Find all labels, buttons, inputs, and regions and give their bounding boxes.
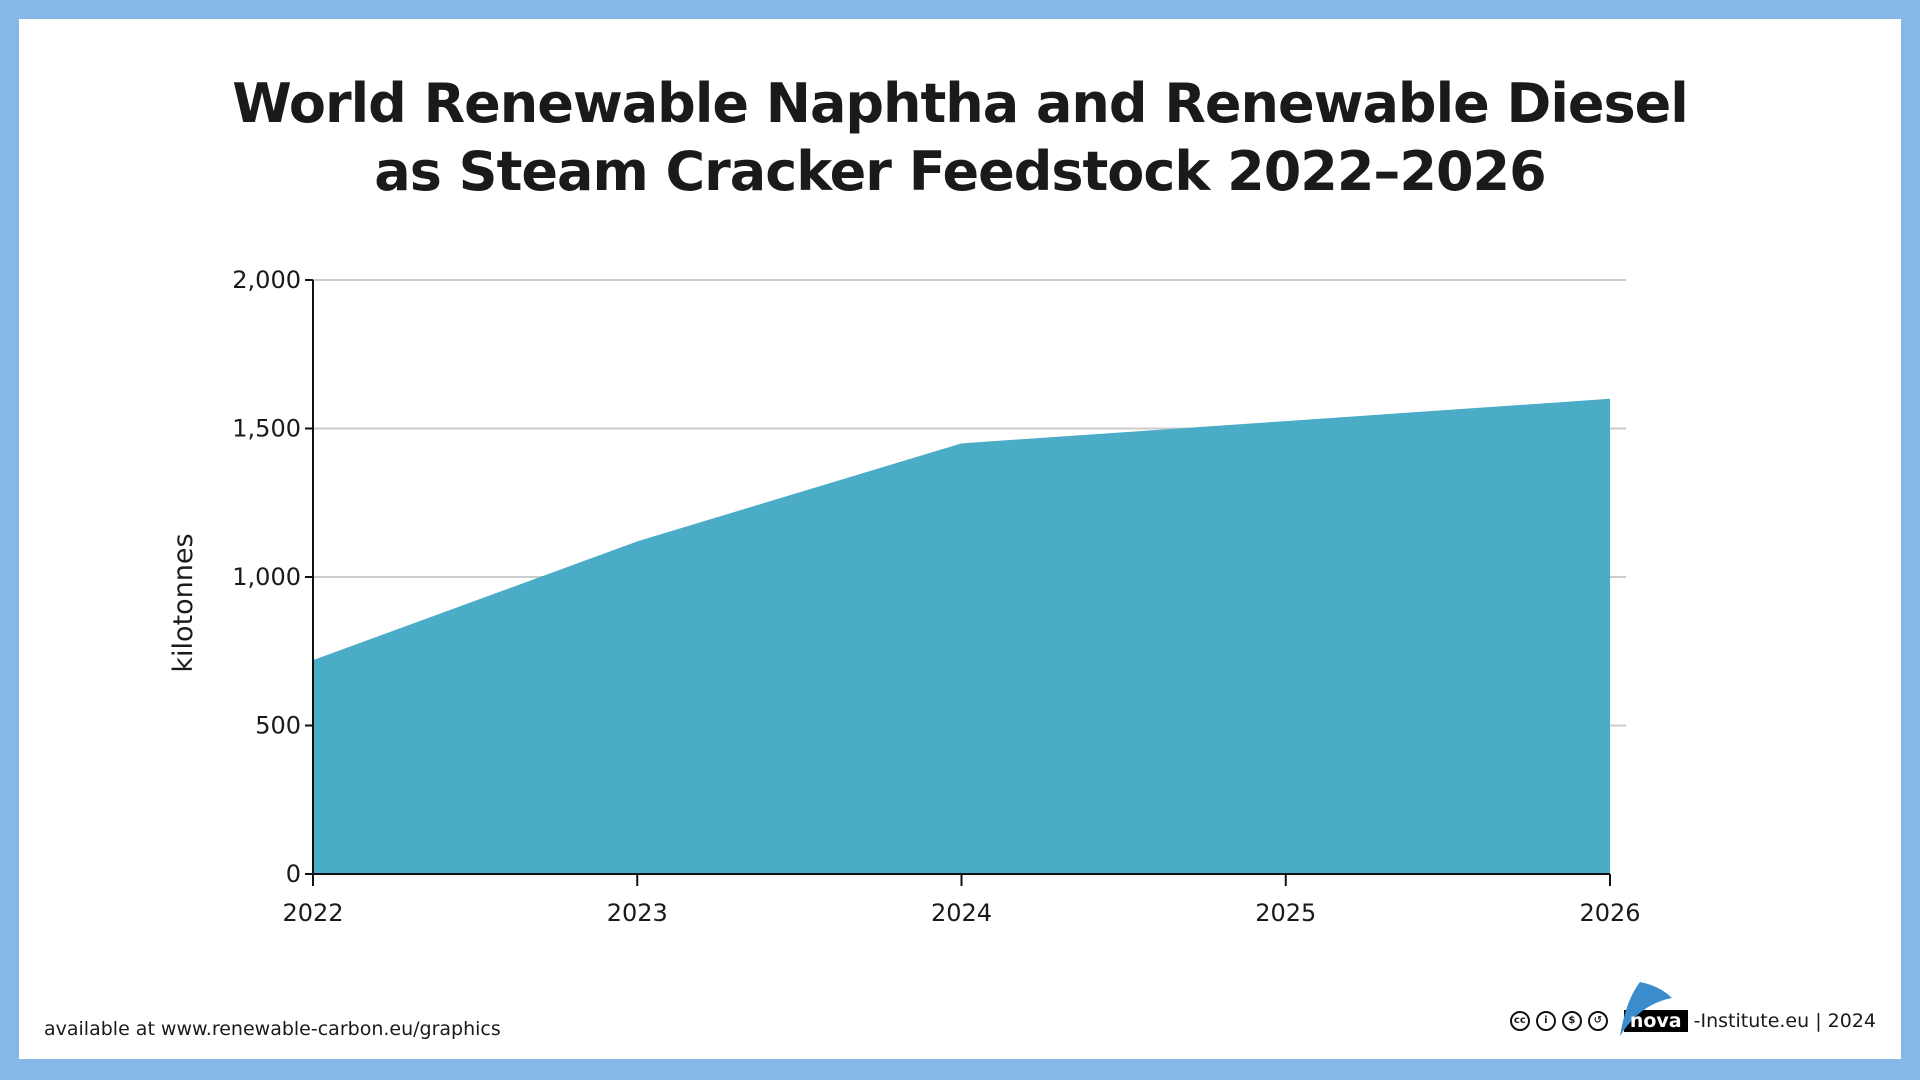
x-tick-label: 2026 [1579, 899, 1640, 927]
cc-icon: cc [1509, 1011, 1530, 1031]
area-series [313, 398, 1610, 874]
brand-suffix: -Institute.eu | 2024 [1693, 1010, 1876, 1032]
y-tick-label: 1,000 [232, 563, 301, 591]
title-line-2: as Steam Cracker Feedstock 2022–2026 [374, 140, 1546, 203]
y-tick-label: 2,000 [232, 266, 301, 294]
sail-logo-icon [1619, 982, 1672, 1036]
brand-name: nova [1629, 1010, 1682, 1032]
nova-logo: nova [1619, 982, 1688, 1036]
x-tick-label: 2025 [1255, 899, 1316, 927]
y-tick-label: 0 [286, 860, 301, 888]
footer-credits: cc i $ ↺ nova -Institute.eu | 2024 [1509, 982, 1876, 1036]
y-tick-label: 500 [255, 712, 301, 740]
y-axis-label: kilotonnes [168, 533, 199, 672]
x-tick-label: 2023 [607, 899, 668, 927]
sa-icon: ↺ [1587, 1011, 1608, 1031]
x-tick-label: 2022 [282, 899, 343, 927]
by-icon: i [1535, 1011, 1556, 1031]
x-tick-label: 2024 [931, 899, 992, 927]
nc-icon: $ [1561, 1011, 1582, 1031]
title-line-1: World Renewable Naphtha and Renewable Di… [232, 72, 1689, 135]
y-tick-label: 1,500 [232, 415, 301, 443]
source-note: available at www.renewable-carbon.eu/gra… [44, 1018, 501, 1040]
chart-title: World Renewable Naphtha and Renewable Di… [0, 70, 1920, 206]
